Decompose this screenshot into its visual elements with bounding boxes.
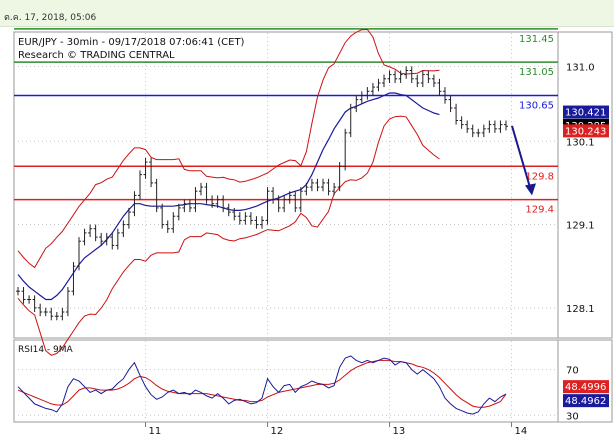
lower-band-line xyxy=(17,115,440,356)
rsi-tick-label: 70 xyxy=(566,366,579,377)
price-tick-label: 131.0 xyxy=(566,62,595,73)
level-label: 129.4 xyxy=(525,205,554,216)
rsi-badge-box xyxy=(563,380,609,394)
levels-layer: 131.45 131.05 130.65 129.8 129.4 xyxy=(14,28,558,216)
rsi-ma-line xyxy=(17,359,507,408)
rsi-layer xyxy=(17,355,507,415)
price-badge-box xyxy=(563,105,609,119)
price-badge-label: 130.243 xyxy=(565,126,606,137)
price-tick-label: 130.1 xyxy=(566,137,595,148)
x-tick-label: 12 xyxy=(271,426,284,437)
rsi-badge-box xyxy=(563,394,609,408)
rsi-title: RSI14 - 9MA xyxy=(18,345,74,355)
top-bar: ต.ค. 17, 2018, 05:06 xyxy=(0,0,614,27)
forecast-arrow-shaft xyxy=(511,125,531,188)
chart-title: EUR/JPY - 30min - 09/17/2018 07:06:41 (C… xyxy=(18,37,245,48)
forecast-arrow-head xyxy=(525,183,536,196)
price-badge-box xyxy=(563,124,609,138)
grid-layer xyxy=(18,33,558,421)
x-tick-label: 14 xyxy=(515,426,528,437)
price-tick-label: 128.1 xyxy=(566,304,595,315)
upper-band-line xyxy=(17,28,440,269)
x-tick-label: 13 xyxy=(393,426,406,437)
rsi-badge-label: 48.4996 xyxy=(565,382,606,393)
chart-subtitle: Research © TRADING CENTRAL xyxy=(18,50,175,61)
level-label: 131.05 xyxy=(519,67,554,78)
rsi-badge-label: 48.4962 xyxy=(565,396,606,407)
level-label: 129.8 xyxy=(525,171,554,182)
price-badge-label: 130.421 xyxy=(565,108,606,119)
rsi-line xyxy=(17,355,507,415)
x-tick-label: 11 xyxy=(149,426,162,437)
rsi-tick-label: 30 xyxy=(566,411,579,422)
rsi-plot-area xyxy=(13,339,613,423)
level-label: 130.65 xyxy=(519,100,554,111)
price-tick-label: 129.1 xyxy=(566,221,595,232)
screenshot-timestamp: ต.ค. 17, 2018, 05:06 xyxy=(4,13,97,23)
level-label: 131.45 xyxy=(519,34,554,45)
series-layer xyxy=(16,28,536,356)
